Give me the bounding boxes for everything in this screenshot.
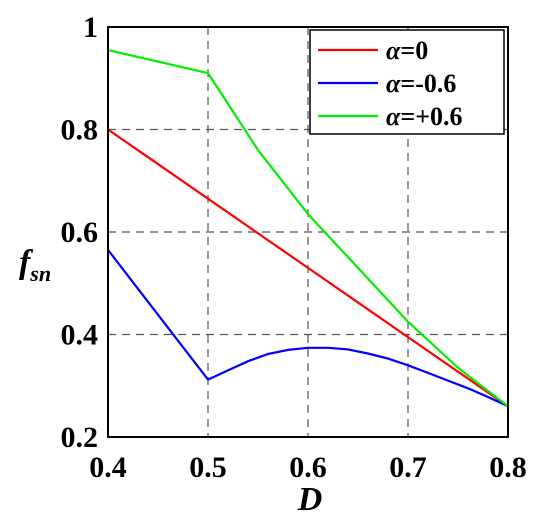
legend-entry-label: α=-0.6 xyxy=(386,69,456,98)
x-tick-label: 0.6 xyxy=(289,451,327,484)
x-tick-label: 0.7 xyxy=(389,451,427,484)
legend: α=0 α=-0.6 α=+0.6 xyxy=(309,29,505,135)
series-lines xyxy=(107,49,509,408)
grid-lines xyxy=(108,27,508,437)
series-line-2 xyxy=(107,249,509,408)
y-tick-label: 0.4 xyxy=(61,319,99,352)
y-axis-label-main: f xyxy=(19,244,34,281)
legend-entry-label: α=0 xyxy=(386,36,428,65)
x-axis-label: D xyxy=(297,481,323,518)
y-tick-label: 0.6 xyxy=(61,216,99,249)
y-tick-label: 1 xyxy=(83,11,98,44)
legend-entry-label: α=+0.6 xyxy=(386,102,463,131)
series-line-3 xyxy=(107,49,509,408)
y-axis-label: fsn xyxy=(19,244,51,286)
x-tick-label: 0.4 xyxy=(89,451,127,484)
series-line-1 xyxy=(107,128,509,408)
x-tick-label: 0.8 xyxy=(489,451,527,484)
y-axis-label-subscript: sn xyxy=(29,261,51,286)
x-tick-label: 0.5 xyxy=(189,451,227,484)
tick-labels: 0.4 0.5 0.6 0.7 0.80.20.40.60.81 xyxy=(61,11,527,484)
plot-frame xyxy=(107,26,509,438)
y-tick-label: 0.2 xyxy=(61,421,99,454)
y-tick-label: 0.8 xyxy=(61,114,99,147)
